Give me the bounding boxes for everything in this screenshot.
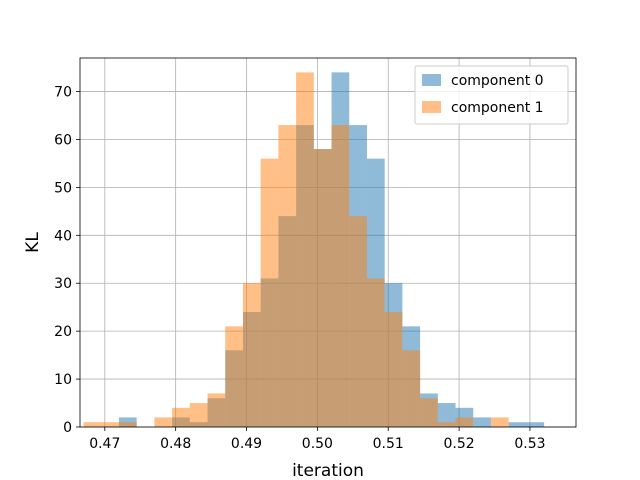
histogram-bar-series-0 <box>508 422 527 427</box>
legend-label: component 1 <box>451 100 544 116</box>
histogram-bar-series-1 <box>437 422 456 427</box>
legend: component 0 component 1 <box>414 65 569 125</box>
x-tick-label: 0.51 <box>373 436 404 452</box>
x-tick-label: 0.50 <box>302 436 333 452</box>
histogram-bar-series-1 <box>207 393 226 427</box>
y-tick-label: 50 <box>54 180 72 196</box>
axis-ticks: 0.47 0.48 0.49 0.50 0.51 0.52 0.53 0 10 20 30 40 50 6… <box>54 85 545 452</box>
histogram-bar-series-1 <box>384 311 403 427</box>
x-axis-label: iteration <box>292 461 364 480</box>
histogram-bar-series-1 <box>402 350 421 427</box>
histogram-bar-series-1 <box>313 149 332 427</box>
histogram-bar-series-1 <box>296 72 314 428</box>
histogram-bar-series-1 <box>242 283 261 427</box>
y-tick-label: 70 <box>54 85 72 101</box>
histogram-bar-series-1 <box>420 398 438 427</box>
histogram-bar-series-0 <box>473 417 491 427</box>
histogram-bar-series-1 <box>154 417 173 427</box>
legend-label: component 0 <box>451 73 544 89</box>
plot-frame <box>79 57 577 428</box>
x-tick-label: 0.49 <box>231 436 262 452</box>
histogram-bar-series-0 <box>437 403 456 427</box>
histogram-bar-series-1 <box>278 125 297 427</box>
legend-swatch <box>422 101 441 113</box>
histogram-bar-series-1 <box>225 326 243 427</box>
legend-swatch <box>422 74 441 86</box>
x-tick-label: 0.47 <box>89 436 120 452</box>
x-tick-label: 0.52 <box>443 436 474 452</box>
y-axis-label: KL <box>23 232 43 253</box>
histogram-bars <box>83 72 545 428</box>
histogram-bar-series-1 <box>172 407 190 427</box>
y-tick-label: 30 <box>54 276 72 292</box>
y-tick-label: 0 <box>63 420 72 436</box>
histogram-bar-series-0 <box>526 422 545 427</box>
y-tick-label: 40 <box>54 228 72 244</box>
histogram-bar-series-1 <box>349 216 367 427</box>
y-tick-label: 20 <box>54 324 72 340</box>
histogram-bar-series-1 <box>490 417 509 427</box>
y-tick-label: 10 <box>54 372 72 388</box>
x-tick-label: 0.48 <box>160 436 191 452</box>
histogram-bar-series-1 <box>260 158 279 428</box>
y-tick-label: 60 <box>54 132 72 148</box>
legend-box <box>414 65 569 125</box>
histogram-bar-series-1 <box>101 422 119 427</box>
histogram-bar-series-1 <box>189 403 208 427</box>
histogram-bar-series-1 <box>455 417 474 427</box>
x-tick-label: 0.53 <box>514 436 545 452</box>
histogram-bar-series-1 <box>366 278 385 427</box>
histogram-bar-series-1 <box>83 422 102 427</box>
histogram-bar-series-1 <box>331 125 350 427</box>
histogram-bar-series-1 <box>118 422 137 427</box>
